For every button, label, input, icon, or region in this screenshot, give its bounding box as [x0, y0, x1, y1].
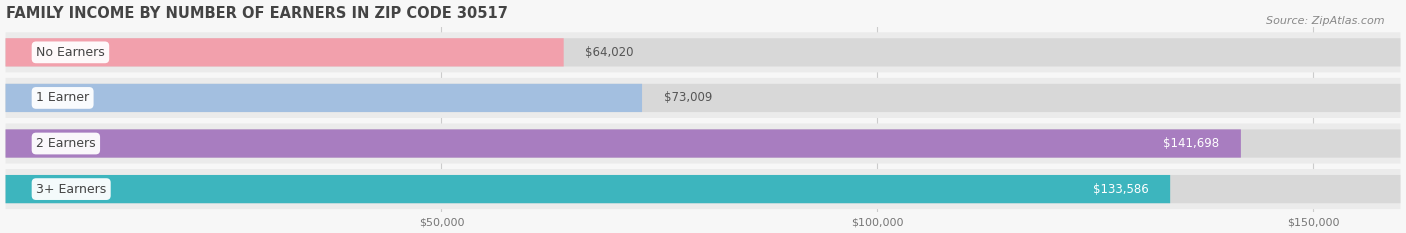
Text: $133,586: $133,586 [1092, 183, 1149, 195]
Text: $64,020: $64,020 [585, 46, 634, 59]
FancyBboxPatch shape [6, 175, 1170, 203]
FancyBboxPatch shape [6, 38, 1400, 66]
FancyBboxPatch shape [6, 84, 643, 112]
Text: 2 Earners: 2 Earners [37, 137, 96, 150]
Text: FAMILY INCOME BY NUMBER OF EARNERS IN ZIP CODE 30517: FAMILY INCOME BY NUMBER OF EARNERS IN ZI… [6, 6, 508, 21]
Text: No Earners: No Earners [37, 46, 105, 59]
FancyBboxPatch shape [6, 123, 1400, 164]
Text: $141,698: $141,698 [1163, 137, 1219, 150]
Text: 3+ Earners: 3+ Earners [37, 183, 107, 195]
FancyBboxPatch shape [6, 129, 1241, 158]
FancyBboxPatch shape [6, 32, 1400, 72]
Text: $73,009: $73,009 [664, 91, 713, 104]
Text: 1 Earner: 1 Earner [37, 91, 89, 104]
FancyBboxPatch shape [6, 175, 1400, 203]
FancyBboxPatch shape [6, 84, 1400, 112]
Text: Source: ZipAtlas.com: Source: ZipAtlas.com [1267, 16, 1385, 26]
FancyBboxPatch shape [6, 78, 1400, 118]
FancyBboxPatch shape [6, 169, 1400, 209]
FancyBboxPatch shape [6, 129, 1400, 158]
FancyBboxPatch shape [6, 38, 564, 66]
